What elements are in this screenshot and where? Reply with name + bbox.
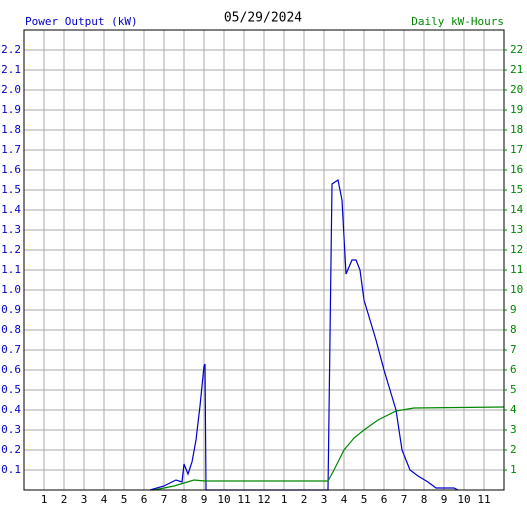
y-tick-label: 0.3 [1, 423, 21, 436]
y2-tick-label: 20 [510, 83, 523, 96]
y2-tick-label: 6 [510, 363, 517, 376]
y2-tick-label: 22 [510, 43, 523, 56]
y2-tick-label: 13 [510, 223, 523, 236]
y-tick-label: 0.2 [1, 443, 21, 456]
y2-tick-label: 2 [510, 443, 517, 456]
y2-tick-label: 4 [510, 403, 517, 416]
x-tick-label: 2 [301, 493, 308, 506]
x-tick-label: 1 [281, 493, 288, 506]
y2-tick-label: 12 [510, 243, 523, 256]
x-tick-label: 4 [341, 493, 348, 506]
y-tick-label: 1.9 [1, 103, 21, 116]
x-tick-label: 9 [441, 493, 448, 506]
y-tick-label: 0.7 [1, 343, 21, 356]
y-tick-label: 1.5 [1, 183, 21, 196]
x-tick-label: 11 [237, 493, 250, 506]
chart-title: 05/29/2024 [224, 11, 302, 26]
y2-tick-label: 15 [510, 183, 523, 196]
x-tick-label: 5 [121, 493, 128, 506]
y2-axis-label: Daily kW-Hours [411, 15, 504, 28]
y-tick-label: 1.4 [1, 203, 21, 216]
y2-tick-label: 16 [510, 163, 523, 176]
y-tick-label: 1.1 [1, 263, 21, 276]
x-tick-label: 3 [81, 493, 88, 506]
y2-tick-label: 5 [510, 383, 517, 396]
y2-tick-label: 7 [510, 343, 517, 356]
plot-border [23, 29, 505, 491]
y-axis-label: Power Output (kW) [25, 15, 138, 28]
x-tick-label: 9 [201, 493, 208, 506]
x-tick-label: 8 [421, 493, 428, 506]
y-tick-label: 2.0 [1, 83, 21, 96]
lines [149, 179, 505, 491]
y2-tick-label: 9 [510, 303, 517, 316]
x-tick-label: 11 [477, 493, 490, 506]
grid [24, 30, 504, 490]
series-line [149, 179, 459, 491]
y-tick-label: 0.5 [1, 383, 21, 396]
x-tick-label: 5 [361, 493, 368, 506]
x-tick-label: 10 [457, 493, 470, 506]
y2-tick-label: 3 [510, 423, 517, 436]
y-tick-label: 1.3 [1, 223, 21, 236]
y2-tick-label: 14 [510, 203, 524, 216]
y-tick-label: 0.1 [1, 463, 21, 476]
y2-tick-label: 18 [510, 123, 523, 136]
y-tick-label: 1.7 [1, 143, 21, 156]
y2-tick-label: 21 [510, 63, 523, 76]
x-tick-label: 7 [161, 493, 168, 506]
x-tick-label: 6 [381, 493, 388, 506]
y-tick-label: 0.8 [1, 323, 21, 336]
x-tick-label: 8 [181, 493, 188, 506]
y2-tick-label: 17 [510, 143, 523, 156]
y-tick-label: 1.0 [1, 283, 21, 296]
x-tick-label: 1 [41, 493, 48, 506]
y-tick-label: 1.8 [1, 123, 21, 136]
y2-tick-label: 10 [510, 283, 523, 296]
x-tick-label: 12 [257, 493, 270, 506]
x-tick-label: 10 [217, 493, 230, 506]
y-tick-label: 0.6 [1, 363, 21, 376]
x-tick-label: 7 [401, 493, 408, 506]
y-tick-label: 2.1 [1, 63, 21, 76]
x-tick-label: 6 [141, 493, 148, 506]
series-line [153, 406, 505, 491]
y2-tick-label: 8 [510, 323, 517, 336]
y-tick-label: 0.9 [1, 303, 21, 316]
y-tick-label: 1.2 [1, 243, 21, 256]
y2-tick-label: 1 [510, 463, 517, 476]
x-tick-label: 3 [321, 493, 328, 506]
x-tick-label: 2 [61, 493, 68, 506]
y-tick-label: 1.6 [1, 163, 21, 176]
x-tick-label: 4 [101, 493, 108, 506]
y2-tick-label: 11 [510, 263, 523, 276]
y-tick-label: 0.4 [1, 403, 21, 416]
y-tick-label: 2.2 [1, 43, 21, 56]
y2-tick-label: 19 [510, 103, 523, 116]
